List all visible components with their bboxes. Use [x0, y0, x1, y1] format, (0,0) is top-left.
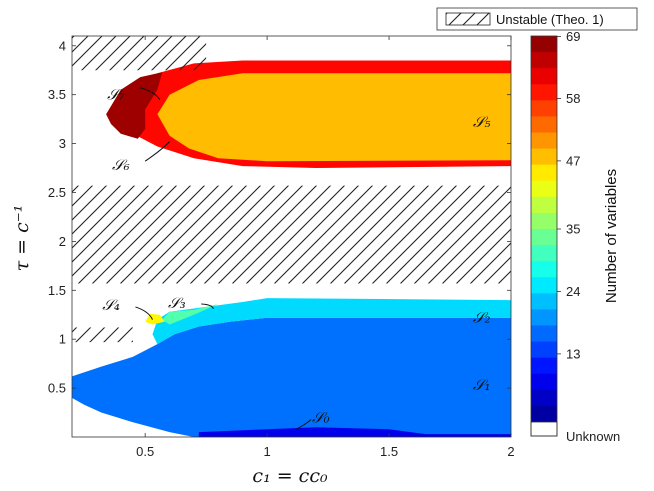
region-s0 [198, 427, 511, 437]
y-tick-label: 1.5 [48, 283, 66, 298]
region-s2 [152, 298, 511, 345]
colorbar-band [531, 68, 557, 85]
colorbar-band [531, 245, 557, 262]
colorbar-tick-label: 58 [566, 91, 580, 106]
y-tick-label: 3 [59, 136, 66, 151]
region-label-s2: 𝒮₂ [473, 309, 491, 327]
plot-area [72, 36, 511, 437]
region-label-s6: 𝒮₆ [112, 156, 130, 174]
region-label-s0: 𝒮₀ [312, 408, 330, 426]
region-s5 [157, 73, 511, 162]
colorbar-band [531, 309, 557, 326]
x-tick-label: 1 [263, 444, 270, 459]
y-axis-title: τ = c⁻¹ [11, 205, 33, 272]
region-label-s3: 𝒮₃ [168, 294, 186, 312]
colorbar-tick-label: 35 [566, 222, 580, 237]
colorbar-band [531, 164, 557, 182]
colorbar-unknown-label: Unknown [566, 429, 620, 444]
y-tick-label: 2.5 [48, 185, 66, 200]
leader-line-s7 [140, 87, 161, 100]
colorbar-band [531, 212, 557, 230]
x-axis-title: c₁ = cc₀ [252, 465, 328, 487]
colorbar-band [531, 196, 557, 214]
colorbar-band [531, 293, 557, 310]
colorbar-unknown-swatch [530, 421, 558, 437]
colorbar-band [531, 341, 557, 359]
region-labels: 𝒮₀ 𝒮₁ 𝒮₂ 𝒮₃ 𝒮₄ 𝒮₅ 𝒮₆ 𝒮₇ [102, 86, 491, 430]
legend: Unstable (Theo. 1) [436, 7, 638, 31]
colorbar-title: Number of variables [603, 169, 620, 303]
colorbar-band [531, 116, 557, 133]
colorbar-band [531, 132, 557, 150]
x-axis: 0.5 1 1.5 2 [136, 36, 515, 459]
colorbar-band [531, 261, 557, 278]
plot-frame [71, 35, 512, 438]
colorbar-band [531, 389, 557, 407]
colorbar-band [531, 277, 557, 294]
colorbar-band [531, 36, 557, 53]
colorbar-band [531, 100, 557, 117]
leader-line-s0 [296, 419, 312, 430]
unstable-band-0 [72, 185, 511, 284]
colorbar-tick-label: 24 [566, 284, 580, 299]
region-s3 [162, 304, 219, 325]
x-tick-label: 0.5 [136, 444, 154, 459]
leader-line-s6 [144, 141, 170, 162]
leader-line-s3 [201, 303, 214, 310]
y-tick-label: 2 [59, 234, 66, 249]
unstable-regions [72, 36, 511, 343]
colorbar-tick-label: 69 [566, 29, 580, 44]
legend-label: Unstable (Theo. 1) [496, 12, 604, 27]
colorbar-ticks: 69 58 47 35 24 13 [557, 29, 580, 361]
legend-hatch-swatch [445, 12, 491, 26]
colorbar-band [531, 84, 557, 101]
colorbar-band [531, 325, 557, 343]
y-tick-label: 0.5 [48, 381, 66, 396]
colorbar-band [531, 180, 557, 198]
region-label-s1: 𝒮₁ [473, 376, 491, 394]
region-label-s7: 𝒮₇ [107, 86, 125, 104]
region-label-s5: 𝒮₅ [473, 113, 491, 131]
colorbar-tick-label: 13 [566, 346, 580, 361]
x-tick-label: 1.5 [380, 444, 398, 459]
x-tick-label: 2 [507, 444, 514, 459]
y-tick-label: 4 [59, 38, 66, 53]
colorbar-band [531, 52, 557, 69]
colorbar-bands [531, 36, 557, 423]
leader-line-s4 [135, 306, 153, 320]
colorbar-band [531, 229, 557, 246]
y-tick-label: 1 [59, 332, 66, 347]
y-axis: 0.5 1 1.5 2 2.5 3 3.5 4 [48, 38, 511, 396]
region-label-s4: 𝒮₄ [102, 296, 120, 314]
y-tick-label: 3.5 [48, 87, 66, 102]
colorbar-band [531, 357, 557, 375]
region-s7 [106, 72, 163, 139]
colorbar-tick-label: 47 [566, 153, 580, 168]
unstable-band-1 [72, 36, 207, 71]
unstable-band-2 [72, 327, 133, 343]
colorbar-frame [530, 35, 558, 437]
heatmap-regions [72, 60, 511, 437]
colorbar-band [531, 373, 557, 391]
colorbar: 69 58 47 35 24 13 Unknown Number of variables [530, 29, 620, 444]
colorbar-band [531, 405, 557, 423]
region-s1 [72, 317, 511, 437]
colorbar-band [531, 148, 557, 166]
